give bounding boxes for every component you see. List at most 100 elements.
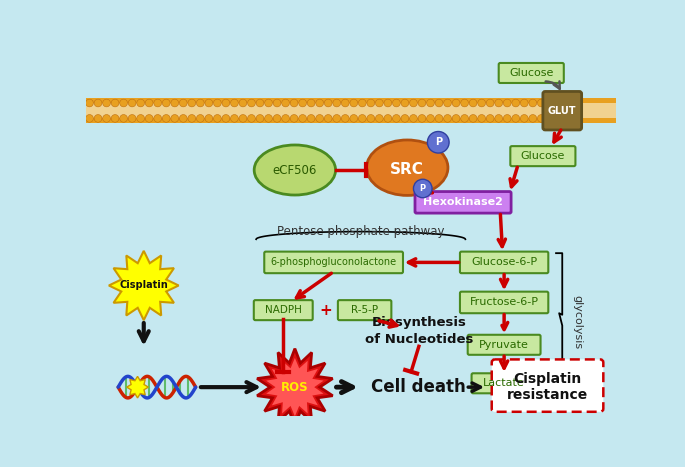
Circle shape: [171, 114, 179, 122]
Ellipse shape: [366, 140, 448, 195]
Circle shape: [162, 114, 170, 122]
Text: NADPH: NADPH: [265, 305, 301, 315]
Circle shape: [86, 114, 93, 122]
Circle shape: [231, 114, 238, 122]
Circle shape: [414, 179, 432, 198]
Circle shape: [452, 99, 460, 107]
Circle shape: [393, 114, 400, 122]
Circle shape: [205, 99, 213, 107]
FancyBboxPatch shape: [264, 252, 403, 273]
FancyBboxPatch shape: [499, 63, 564, 83]
Circle shape: [86, 99, 93, 107]
Circle shape: [188, 114, 196, 122]
Circle shape: [384, 99, 392, 107]
Circle shape: [162, 99, 170, 107]
Circle shape: [256, 99, 264, 107]
Circle shape: [401, 114, 409, 122]
Circle shape: [324, 114, 332, 122]
Circle shape: [222, 114, 229, 122]
Circle shape: [546, 99, 553, 107]
Circle shape: [299, 99, 306, 107]
Circle shape: [103, 114, 110, 122]
Circle shape: [120, 114, 127, 122]
Circle shape: [324, 99, 332, 107]
Text: Glucose: Glucose: [521, 151, 565, 161]
Circle shape: [214, 114, 221, 122]
Circle shape: [452, 114, 460, 122]
Text: P: P: [420, 184, 426, 193]
FancyBboxPatch shape: [492, 360, 603, 412]
Circle shape: [239, 99, 247, 107]
Circle shape: [247, 114, 256, 122]
Circle shape: [154, 99, 162, 107]
Circle shape: [308, 99, 315, 107]
Circle shape: [111, 99, 119, 107]
Circle shape: [521, 99, 528, 107]
Text: eCF506: eCF506: [273, 163, 317, 177]
Circle shape: [554, 99, 562, 107]
Circle shape: [145, 99, 153, 107]
Circle shape: [358, 114, 366, 122]
Circle shape: [120, 99, 127, 107]
Circle shape: [188, 99, 196, 107]
FancyBboxPatch shape: [254, 300, 312, 320]
Polygon shape: [266, 358, 323, 417]
Text: R-5-P: R-5-P: [351, 305, 378, 315]
Circle shape: [333, 99, 340, 107]
Circle shape: [341, 114, 349, 122]
Text: Glucose-6-P: Glucose-6-P: [471, 257, 537, 268]
Circle shape: [401, 99, 409, 107]
FancyBboxPatch shape: [543, 92, 582, 130]
Polygon shape: [109, 251, 179, 320]
Circle shape: [316, 99, 323, 107]
Circle shape: [384, 114, 392, 122]
Polygon shape: [257, 349, 333, 425]
Circle shape: [427, 99, 434, 107]
Circle shape: [94, 99, 102, 107]
Circle shape: [282, 114, 290, 122]
Circle shape: [461, 99, 469, 107]
Text: P: P: [435, 137, 442, 147]
Circle shape: [486, 114, 494, 122]
Circle shape: [418, 99, 426, 107]
Text: Pyruvate: Pyruvate: [479, 340, 529, 350]
Circle shape: [205, 114, 213, 122]
Circle shape: [529, 114, 536, 122]
Text: GLUT: GLUT: [548, 106, 577, 116]
Circle shape: [435, 114, 443, 122]
Ellipse shape: [254, 145, 336, 195]
Circle shape: [214, 99, 221, 107]
FancyBboxPatch shape: [338, 300, 391, 320]
Circle shape: [461, 114, 469, 122]
FancyBboxPatch shape: [415, 191, 511, 213]
Text: Glucose: Glucose: [509, 68, 553, 78]
Circle shape: [529, 99, 536, 107]
Circle shape: [410, 114, 417, 122]
Bar: [86, 99, 616, 123]
Text: Cell death: Cell death: [371, 378, 466, 396]
Circle shape: [239, 114, 247, 122]
Circle shape: [367, 114, 375, 122]
Text: Fructose-6-P: Fructose-6-P: [470, 297, 538, 307]
Circle shape: [427, 114, 434, 122]
Circle shape: [290, 99, 298, 107]
Circle shape: [477, 114, 486, 122]
Circle shape: [179, 114, 187, 122]
Circle shape: [341, 99, 349, 107]
Circle shape: [538, 99, 545, 107]
Circle shape: [197, 99, 204, 107]
Circle shape: [350, 114, 358, 122]
Circle shape: [137, 114, 145, 122]
Circle shape: [231, 99, 238, 107]
Text: 6-phosphogluconolactone: 6-phosphogluconolactone: [271, 257, 397, 268]
Circle shape: [137, 99, 145, 107]
FancyBboxPatch shape: [471, 373, 536, 393]
Circle shape: [197, 114, 204, 122]
Circle shape: [418, 114, 426, 122]
Circle shape: [299, 114, 306, 122]
Circle shape: [350, 99, 358, 107]
Circle shape: [477, 99, 486, 107]
Circle shape: [333, 114, 340, 122]
Circle shape: [358, 99, 366, 107]
Circle shape: [264, 99, 273, 107]
